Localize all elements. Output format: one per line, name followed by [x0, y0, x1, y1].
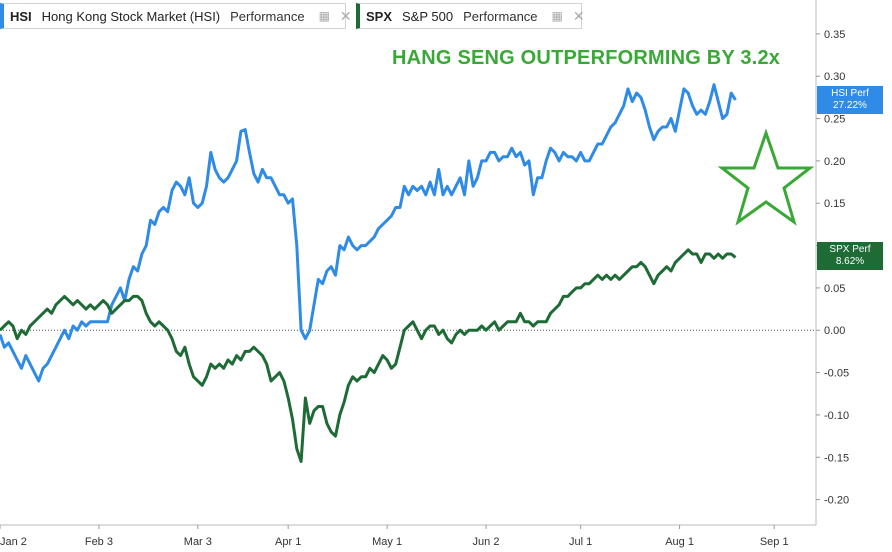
- spx-perf-value: 8.62%: [835, 256, 865, 267]
- x-tick-label: Jan 2: [0, 536, 27, 548]
- drag-icon[interactable]: ▦: [551, 9, 563, 23]
- legend-spx-name: S&P 500: [402, 8, 454, 24]
- y-tick-label: -0.15: [824, 452, 849, 464]
- x-tick-label: Sep 1: [760, 536, 789, 548]
- hsi-perf-label: HSI Perf: [831, 88, 869, 99]
- spx-perf-tag: SPX Perf 8.62%: [817, 242, 883, 270]
- legend-hsi[interactable]: HSI Hong Kong Stock Market (HSI) Perform…: [0, 3, 352, 29]
- hsi-perf-tag: HSI Perf 27.22%: [817, 86, 883, 114]
- y-tick-label: 0.00: [824, 325, 845, 337]
- close-icon[interactable]: ✕: [572, 7, 585, 24]
- legend-hsi-name: Hong Kong Stock Market (HSI): [41, 8, 221, 24]
- legend-hsi-symbol: HSI: [10, 8, 32, 24]
- legend-spx[interactable]: SPX S&P 500 Performance ▦ ✕: [356, 3, 585, 29]
- legend-spx-perf: Performance: [463, 8, 538, 24]
- close-icon[interactable]: ✕: [339, 7, 352, 24]
- y-tick-label: 0.05: [824, 283, 845, 295]
- y-tick-label: -0.20: [824, 495, 849, 507]
- legend-hsi-perf: Performance: [230, 8, 305, 24]
- hsi-perf-value: 27.22%: [833, 100, 867, 111]
- y-tick-label: 0.30: [824, 71, 845, 83]
- y-tick-label: 0.15: [824, 198, 845, 210]
- drag-icon[interactable]: ▦: [318, 9, 330, 23]
- x-tick-label: Feb 3: [85, 536, 113, 548]
- y-tick-label: 0.25: [824, 114, 845, 126]
- series-line-spx: [0, 248, 737, 463]
- x-tick-label: Jun 2: [473, 536, 500, 548]
- spx-perf-label: SPX Perf: [829, 244, 871, 255]
- legend-spx-symbol: SPX: [366, 8, 393, 24]
- y-tick-label: 0.20: [824, 156, 845, 168]
- y-tick-label: 0.35: [824, 29, 845, 41]
- x-tick-label: Apr 1: [275, 536, 301, 548]
- outperformance-annotation: HANG SENG OUTPERFORMING BY 3.2x: [392, 47, 781, 69]
- x-axis: Jan 2 Feb 3 Mar 3 Apr 1 May 1 Jun 2 Jul 1 Aug 1…: [0, 525, 789, 548]
- y-tick-label: -0.05: [824, 368, 849, 380]
- star-icon: [717, 128, 815, 226]
- x-tick-label: Aug 1: [665, 536, 694, 548]
- x-tick-label: Jul 1: [569, 536, 592, 548]
- y-tick-label: -0.10: [824, 410, 849, 422]
- series-line-hsi: [0, 83, 737, 383]
- x-tick-label: Mar 3: [184, 536, 212, 548]
- x-tick-label: May 1: [372, 536, 402, 548]
- series-layer: [0, 83, 737, 463]
